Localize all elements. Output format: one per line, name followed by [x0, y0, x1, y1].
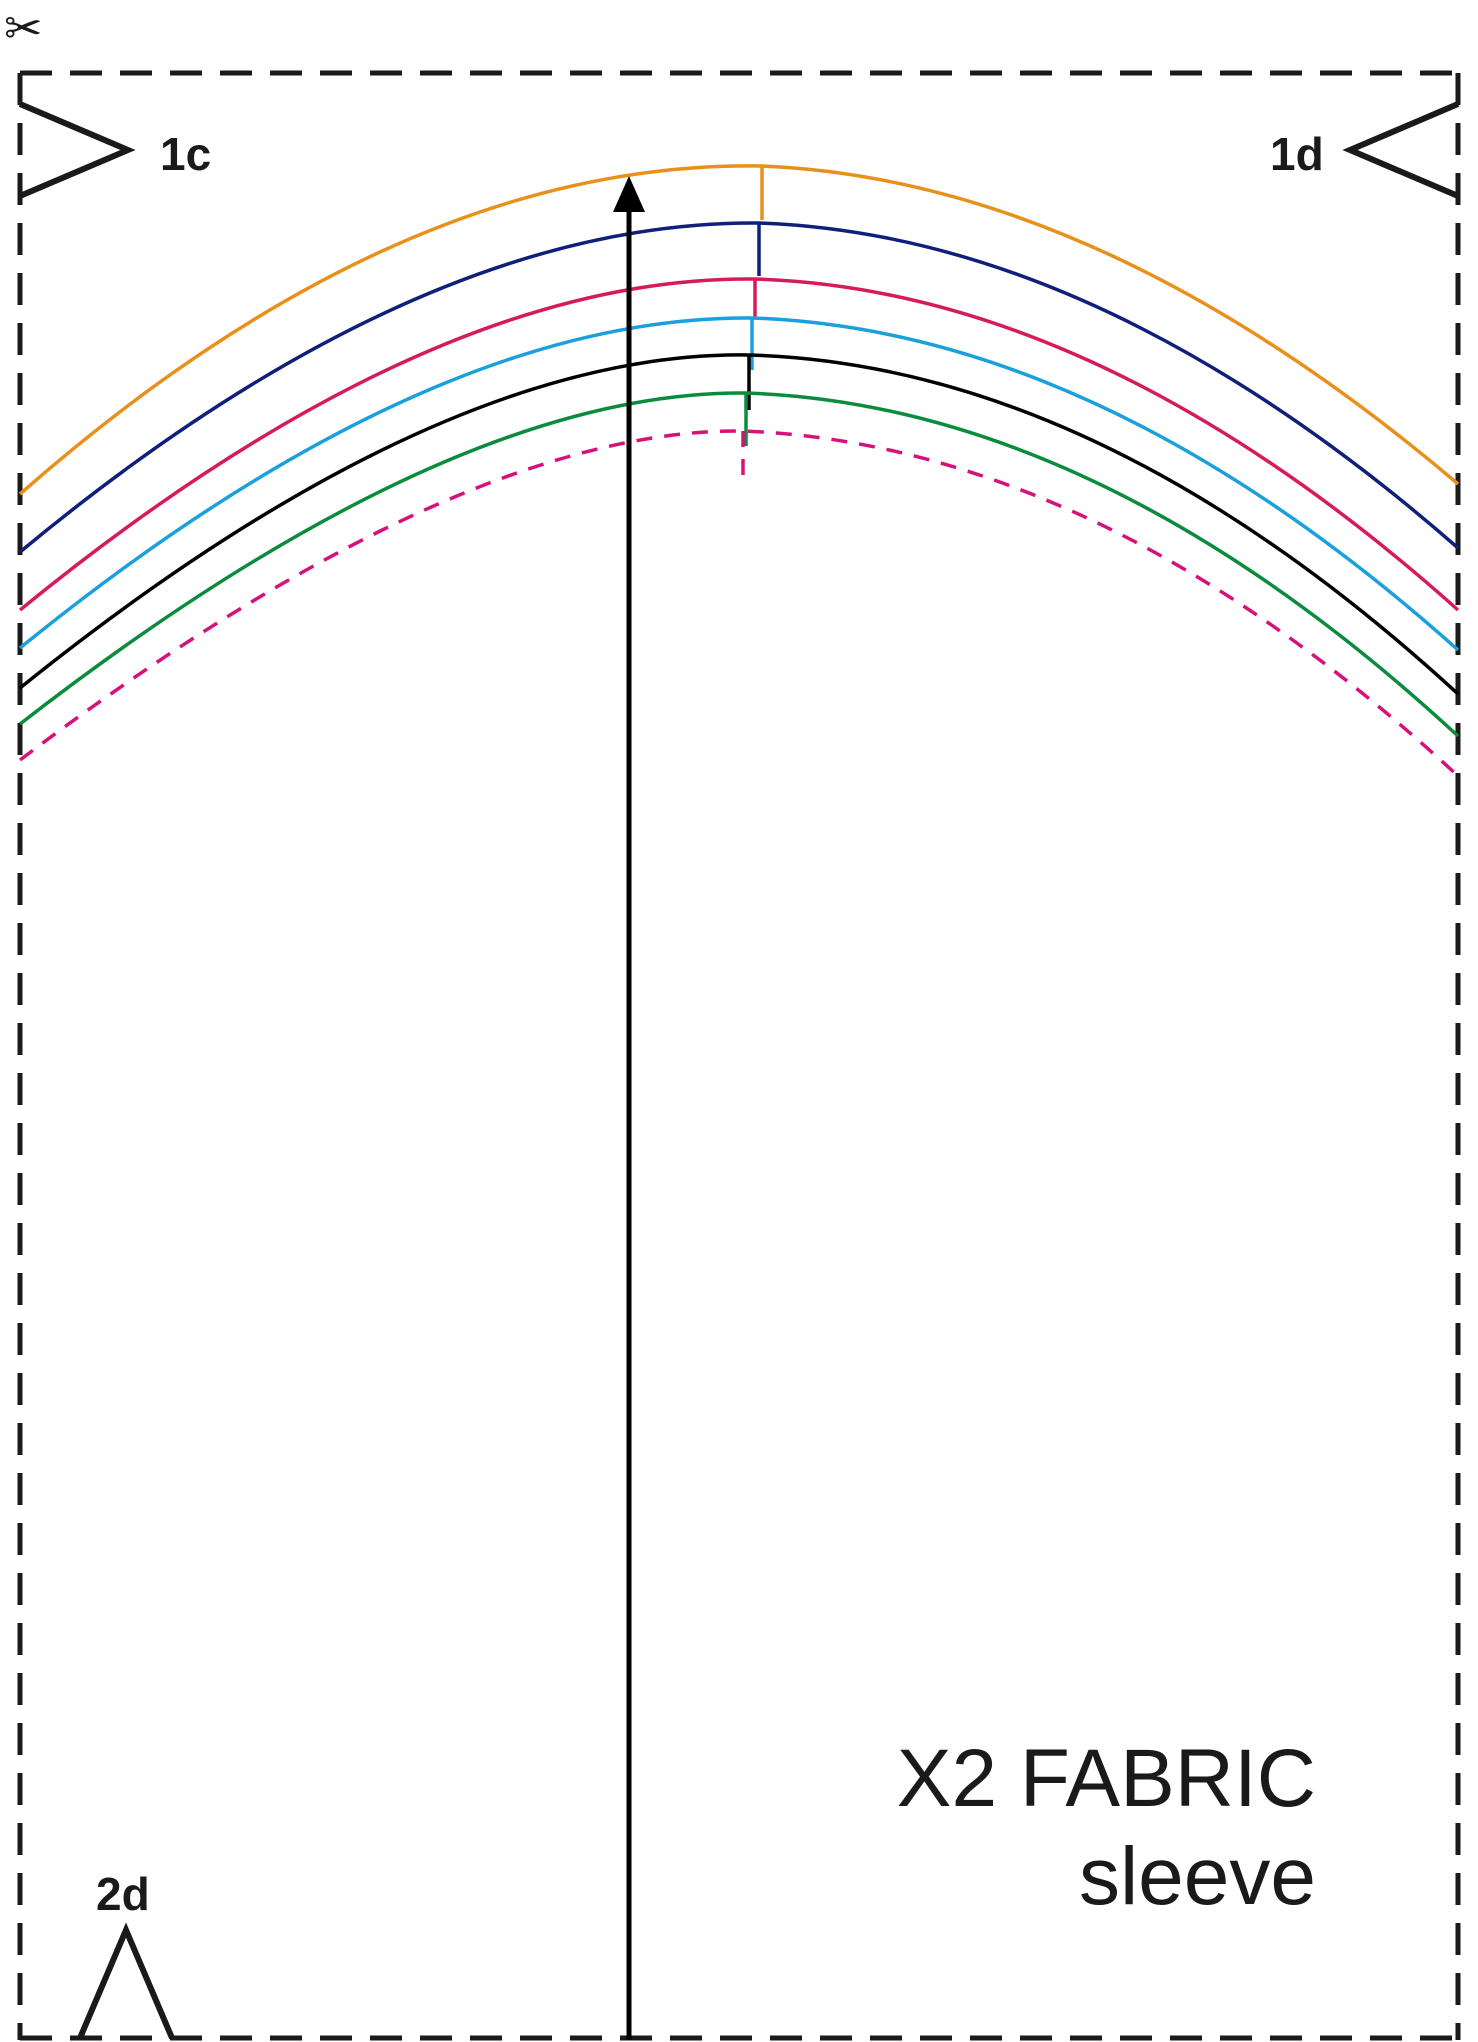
piece-title-fabric: X2 FABRIC [897, 1733, 1316, 1824]
size-line-navy [18, 221, 1460, 554]
scissors-icon: ✂ [4, 1, 43, 55]
seam-line-dashed [18, 429, 1460, 778]
grainline-arrow [613, 176, 645, 2040]
size-line-orange [18, 164, 1460, 496]
grainline-arrowhead [613, 176, 645, 212]
size-line-cyan [18, 316, 1460, 652]
label-1c: 1c [160, 128, 211, 180]
piece-title-name: sleeve [1079, 1831, 1316, 1922]
notch-1d [1342, 101, 1460, 199]
cut-border [17, 70, 1461, 2041]
size-lines [18, 164, 1460, 778]
size-line-pink [18, 277, 1460, 612]
notches [18, 101, 1460, 2040]
notch-1c [18, 101, 136, 199]
notch-2d [77, 1922, 175, 2040]
label-2d: 2d [96, 1868, 150, 1920]
label-1d: 1d [1270, 128, 1324, 180]
size-line-black [18, 353, 1460, 696]
